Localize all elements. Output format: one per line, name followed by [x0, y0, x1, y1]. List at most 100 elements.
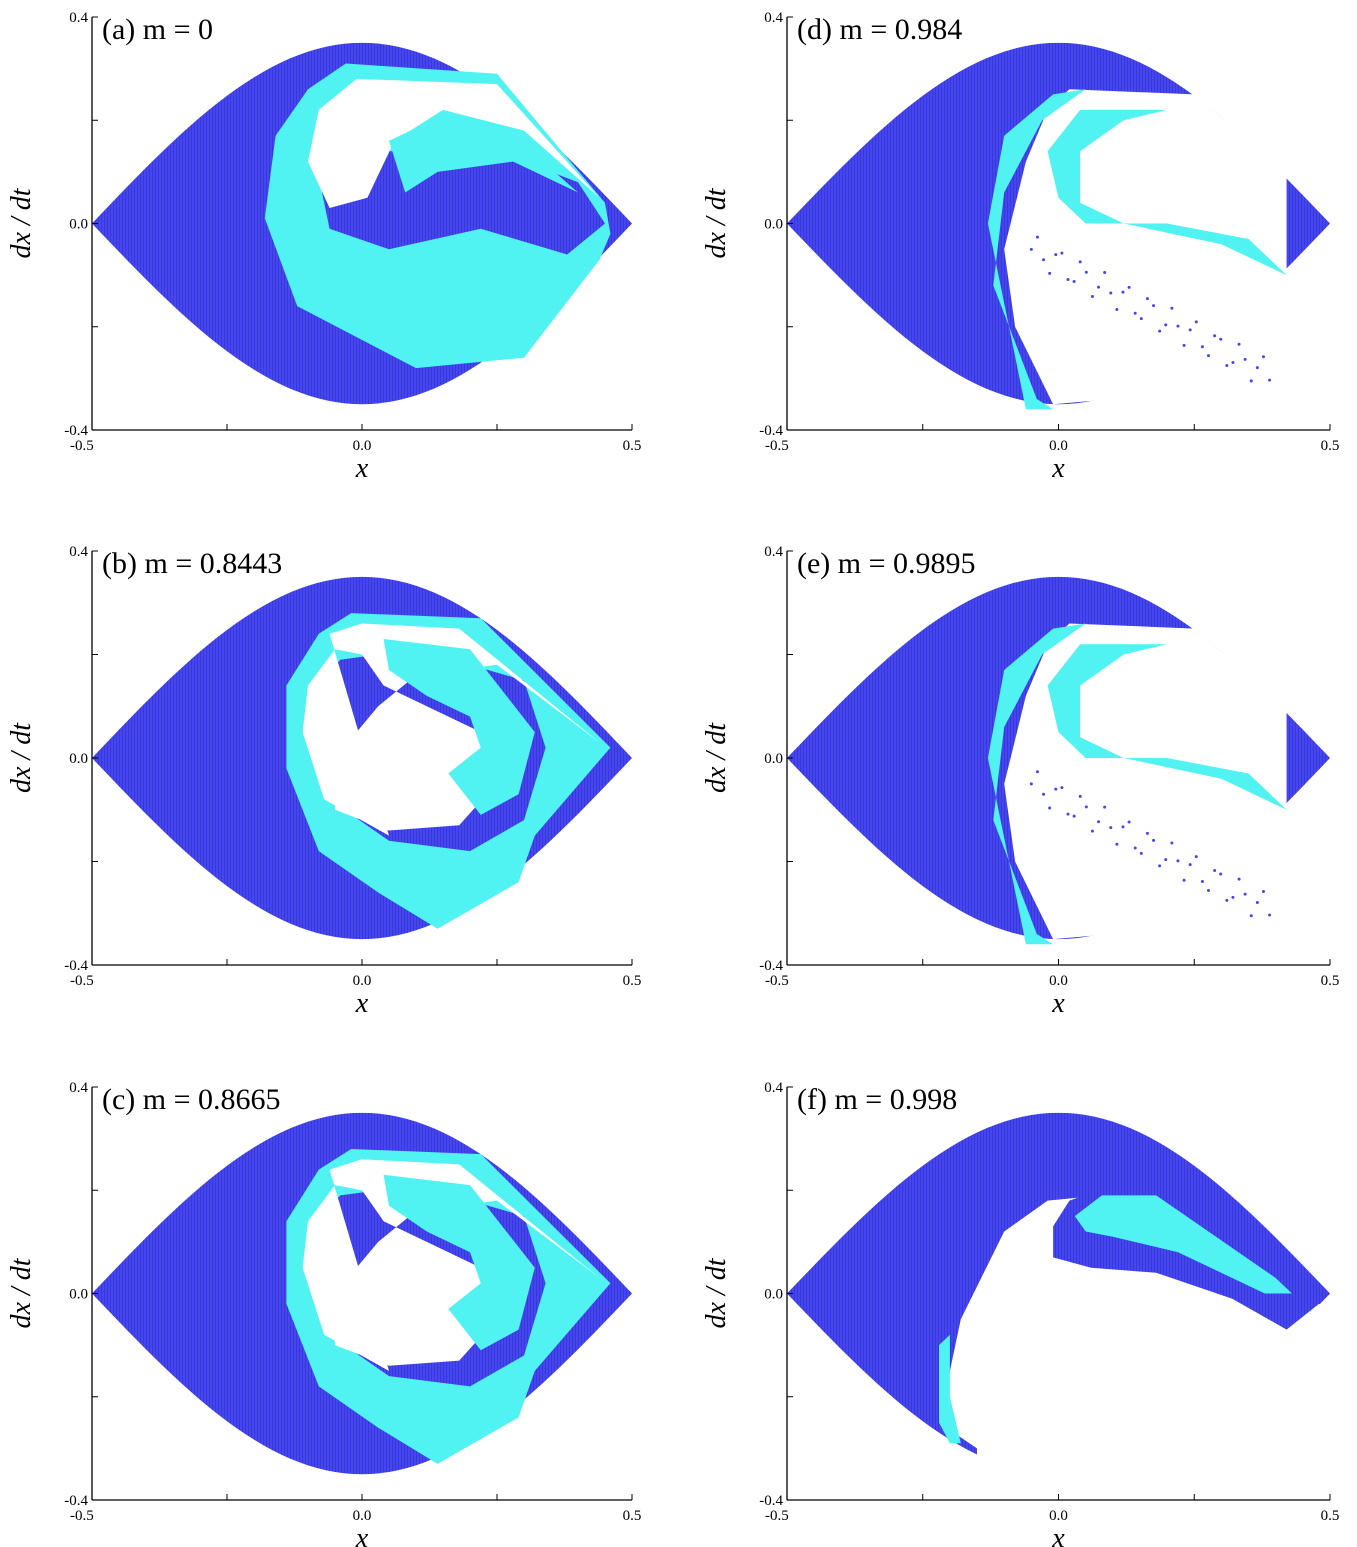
- scatter-point: [1035, 235, 1039, 239]
- scatter-point: [1243, 892, 1247, 896]
- x-tick-label: 0.5: [1321, 973, 1340, 989]
- basin-region-light-3: [383, 1174, 535, 1351]
- scatter-point: [1109, 291, 1113, 295]
- scatter-point: [1133, 846, 1137, 850]
- scatter-point: [1194, 855, 1198, 859]
- x-tick-label: 0.5: [623, 1508, 642, 1524]
- y-tick-label: -0.4: [759, 1493, 783, 1509]
- scatter-point: [1249, 379, 1253, 383]
- scatter-point: [1225, 898, 1229, 902]
- y-tick-label: 0.0: [69, 751, 88, 767]
- panel-a: -0.5 0.0 0.5 0.4 0.0 -0.4 (a) m = 0 x dx / dt: [6, 10, 641, 484]
- x-tick-label: 0.0: [1049, 973, 1068, 989]
- y-axis-title: dx / dt: [6, 1257, 37, 1328]
- x-tick-label: 0.0: [1049, 438, 1068, 454]
- scatter-point: [1066, 278, 1070, 282]
- panel-label: (b) m = 0.8443: [102, 547, 282, 580]
- x-tick-label: 0.5: [623, 438, 642, 454]
- scatter-point: [1121, 825, 1125, 829]
- scatter-point: [1121, 290, 1125, 294]
- scatter-point: [1078, 260, 1082, 264]
- y-axis-title: dx / dt: [701, 187, 732, 258]
- y-tick-label: 0.0: [69, 217, 88, 233]
- y-tick-label: 0.4: [764, 10, 783, 26]
- y-axis-title: dx / dt: [701, 1257, 732, 1328]
- scatter-point: [1219, 337, 1223, 341]
- x-tick-label: -0.5: [70, 1508, 94, 1524]
- y-tick-label: -0.4: [64, 958, 88, 974]
- scatter-point: [1213, 334, 1217, 338]
- y-tick-label: 0.4: [69, 10, 88, 26]
- x-tick-label: 0.5: [1321, 1508, 1340, 1524]
- x-tick-label: 0.0: [353, 438, 372, 454]
- x-tick-label: 0.5: [1321, 438, 1340, 454]
- panel-b: -0.5 0.0 0.5 0.4 0.0 -0.4 (b) m = 0.8443 x dx / …: [6, 544, 641, 1019]
- scatter-point: [1188, 328, 1192, 332]
- scatter-point: [1164, 858, 1168, 862]
- scatter-point: [1268, 378, 1272, 382]
- x-tick-label: -0.5: [765, 973, 789, 989]
- basin-region-light-1: [987, 89, 1086, 410]
- panel-e: -0.5 0.0 0.5 0.4 0.0 -0.4 (e) m = 0.9895 x dx / …: [701, 544, 1339, 1019]
- basin-region-light-3: [939, 1334, 961, 1444]
- scatter-point: [1249, 914, 1253, 918]
- panel-label: (e) m = 0.9895: [797, 547, 976, 580]
- x-tick-label: -0.5: [765, 438, 789, 454]
- scatter-point: [1207, 354, 1211, 358]
- scatter-point: [1188, 863, 1192, 867]
- x-axis-title: x: [355, 1523, 369, 1547]
- basin-region-dark-1: [318, 151, 605, 255]
- y-tick-label: 0.0: [69, 1287, 88, 1303]
- scatter-point: [1054, 253, 1058, 257]
- y-tick-label: 0.4: [764, 544, 783, 560]
- scatter-point: [1097, 820, 1101, 824]
- scatter-point: [1170, 841, 1174, 845]
- scatter-point: [1182, 343, 1186, 347]
- scatter-point: [1243, 357, 1247, 361]
- basin-region-white-2: [308, 78, 600, 209]
- panel-c: -0.5 0.0 0.5 0.4 0.0 -0.4 (c) m = 0.8665 x dx / …: [6, 1080, 641, 1547]
- x-tick-label: 0.0: [353, 973, 372, 989]
- y-axis-title: dx / dt: [6, 187, 37, 258]
- scatter-point: [1133, 311, 1137, 315]
- x-tick-label: -0.5: [70, 973, 94, 989]
- scatter-point: [1237, 877, 1241, 881]
- scatter-point: [1231, 895, 1235, 899]
- basin-region-white-2: [302, 1159, 600, 1371]
- x-tick-label: 0.0: [1049, 1508, 1068, 1524]
- panel-label: (c) m = 0.8665: [102, 1083, 281, 1116]
- y-tick-label: -0.4: [759, 423, 783, 439]
- scatter-point: [1103, 271, 1107, 275]
- panel-d: -0.5 0.0 0.5 0.4 0.0 -0.4 (d) m = 0.984 x dx / d…: [701, 10, 1339, 484]
- panel-label: (d) m = 0.984: [797, 13, 962, 46]
- scatter-point: [1237, 342, 1241, 346]
- y-tick-label: 0.0: [764, 217, 783, 233]
- panel-f: -0.5 0.0 0.5 0.4 0.0 -0.4 (f) m = 0.998 x dx / d…: [701, 1080, 1341, 1547]
- basin-region-light-2: [1047, 644, 1287, 810]
- scatter-point: [1219, 872, 1223, 876]
- scatter-point: [1048, 806, 1052, 810]
- y-tick-label: -0.4: [64, 1493, 88, 1509]
- scatter-point: [1127, 285, 1131, 289]
- panel-label: (a) m = 0: [102, 13, 213, 46]
- basin-region-light-2: [1047, 109, 1287, 276]
- scatter-point: [1084, 805, 1088, 809]
- scatter-point: [1078, 794, 1082, 798]
- scatter-point: [1268, 913, 1272, 917]
- scatter-point: [1066, 812, 1070, 816]
- scatter-point: [1072, 279, 1076, 283]
- scatter-point: [1182, 878, 1186, 882]
- x-tick-label: 0.0: [353, 1508, 372, 1524]
- scatter-point: [1213, 869, 1217, 873]
- scatter-point: [1090, 829, 1094, 833]
- scatter-point: [1231, 361, 1235, 365]
- y-tick-label: 0.4: [69, 1080, 88, 1096]
- scatter-point: [1207, 888, 1211, 892]
- scatter-point: [1145, 831, 1149, 835]
- x-axis-title: x: [355, 453, 369, 484]
- x-tick-label: -0.5: [765, 1508, 789, 1524]
- basin-region-light-3: [383, 639, 535, 815]
- scatter-point: [1042, 792, 1046, 796]
- panel-label: (f) m = 0.998: [797, 1083, 957, 1116]
